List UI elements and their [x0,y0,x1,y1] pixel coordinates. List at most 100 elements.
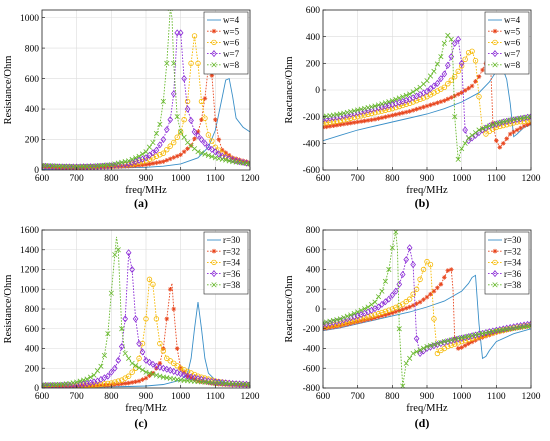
data-point-w=7 [191,128,198,136]
data-point-w=5 [403,109,409,115]
data-point-w=7 [46,162,52,170]
data-point-r=32 [507,327,513,332]
legend-label: r=30 [504,235,522,245]
data-point-w=5 [119,164,125,169]
data-point-w=6 [191,33,198,39]
y-tick-label: 1600 [20,226,39,236]
data-point-w=5 [466,85,471,91]
data-point-w=5 [338,122,343,127]
data-point-r=36 [153,362,160,370]
legend-marker [492,248,498,254]
data-point-w=7 [181,75,187,83]
data-point-w=6 [174,134,180,140]
data-point-w=8 [139,151,146,157]
data-point-r=38 [389,245,395,251]
legend-marker [211,282,217,288]
data-point-r=34 [101,381,108,387]
data-point-w=5 [334,122,340,128]
data-point-r=36 [188,373,194,381]
data-point-r=32 [119,381,125,387]
data-point-w=6 [462,56,468,63]
data-point-r=36 [174,369,181,377]
data-point-w=5 [202,96,208,101]
data-point-w=8 [389,98,395,104]
data-point-w=7 [212,148,219,156]
data-point-r=36 [132,315,139,323]
x-tick-label: 600 [35,392,50,402]
x-tick-label: 800 [104,392,119,402]
data-point-r=36 [118,342,125,351]
data-point-r=36 [184,372,191,380]
data-point-r=36 [139,348,146,356]
data-point-w=6 [413,97,420,104]
data-point-w=5 [164,157,170,163]
data-point-w=6 [441,84,448,91]
series-group [323,230,531,388]
y-tick-label: -400 [303,345,321,355]
legend: w=4w=5 w=6w=7w=8 [484,11,530,75]
x-tick-label: 700 [351,174,366,184]
data-point-w=5 [438,99,444,105]
x-tick-label: 1000 [171,392,190,402]
data-point-w=5 [199,117,204,123]
data-point-r=38 [407,355,413,361]
x-tick-label: 900 [139,174,154,184]
data-point-w=6 [188,60,194,67]
y-tick-label: 0 [34,384,39,394]
panel-label: (c) [134,416,147,430]
data-point-r=36 [403,256,410,264]
data-point-r=38 [396,326,402,332]
data-point-w=6 [348,115,354,121]
data-point-r=36 [417,349,423,357]
data-point-r=38 [146,370,153,376]
data-point-w=6 [132,160,139,166]
data-point-r=34 [337,321,344,327]
data-point-w=5 [192,136,197,142]
data-point-r=36 [399,270,406,278]
data-point-w=8 [136,153,142,159]
data-point-w=7 [427,85,434,93]
data-point-r=34 [344,319,350,325]
data-point-w=8 [143,149,149,155]
data-point-w=8 [483,124,489,130]
data-point-w=5 [67,165,73,170]
x-tick-label: 1200 [522,174,541,184]
data-point-r=38 [434,340,440,347]
data-point-r=32 [63,384,69,388]
series-line-r=36 [42,252,250,386]
data-point-w=5 [181,149,187,155]
data-point-r=32 [77,383,83,388]
y-axis-label: Reactance/Ohm [284,275,295,342]
data-point-w=8 [479,126,486,132]
data-point-w=7 [170,90,177,98]
data-point-w=5 [452,93,458,99]
x-tick-label: 1100 [206,392,225,402]
data-point-w=5 [448,95,454,100]
data-point-r=34 [351,317,357,324]
data-point-w=5 [383,114,388,120]
data-point-r=32 [244,383,249,388]
data-point-r=38 [528,323,531,329]
data-point-r=38 [108,290,114,296]
legend-marker [211,39,217,46]
data-point-r=32 [46,384,52,388]
series-group [323,32,531,162]
y-tick-label: 800 [25,44,40,54]
data-point-w=8 [452,114,458,120]
data-point-w=8 [174,114,180,120]
data-point-w=8 [209,154,215,160]
data-point-w=6 [500,122,506,129]
data-point-r=38 [410,350,416,357]
data-point-w=5 [421,104,426,110]
data-point-r=32 [147,373,152,378]
data-point-r=38 [372,299,378,305]
data-point-r=32 [421,297,426,302]
data-point-w=8 [472,130,479,136]
data-point-r=34 [171,360,177,367]
series-line-w=8 [42,10,250,168]
y-tick-label: 600 [25,75,40,85]
data-point-r=38 [247,381,250,388]
data-point-r=32 [133,379,138,385]
x-tick-label: 1100 [487,174,506,184]
x-tick-label: 1100 [206,174,225,184]
